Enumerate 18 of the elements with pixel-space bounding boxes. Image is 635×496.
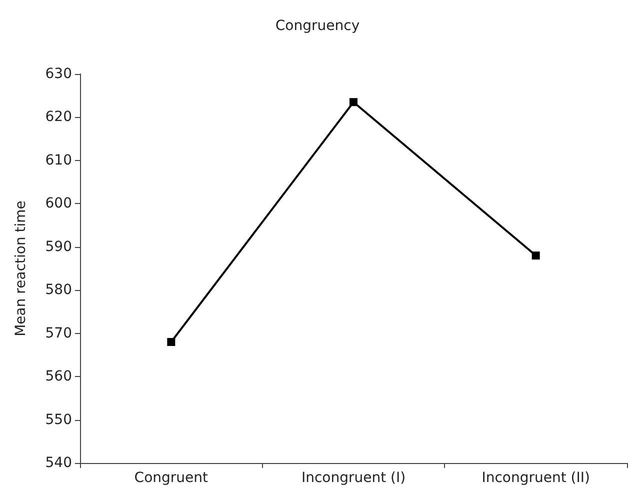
y-tick-label: 590	[45, 238, 72, 255]
y-tick-label: 550	[45, 412, 72, 428]
x-tick-label: Congruent	[134, 470, 209, 486]
y-tick-label: 630	[45, 66, 72, 82]
y-tick-label: 610	[45, 152, 72, 168]
y-axis-title: Mean reaction time	[13, 200, 29, 336]
y-tick-label: 580	[45, 282, 72, 298]
chart-title: Congruency	[275, 18, 360, 34]
y-tick-label: 570	[45, 325, 72, 342]
point	[167, 338, 176, 346]
y-tick-label: 560	[45, 368, 72, 385]
x-tick-label: Incongruent (I)	[301, 470, 406, 486]
x-tick-label: Incongruent (II)	[482, 470, 590, 486]
point	[350, 98, 358, 106]
point	[532, 252, 540, 260]
y-tick-label: 600	[45, 196, 72, 212]
y-tick-label: 540	[45, 455, 72, 471]
y-tick-label: 620	[45, 109, 72, 126]
